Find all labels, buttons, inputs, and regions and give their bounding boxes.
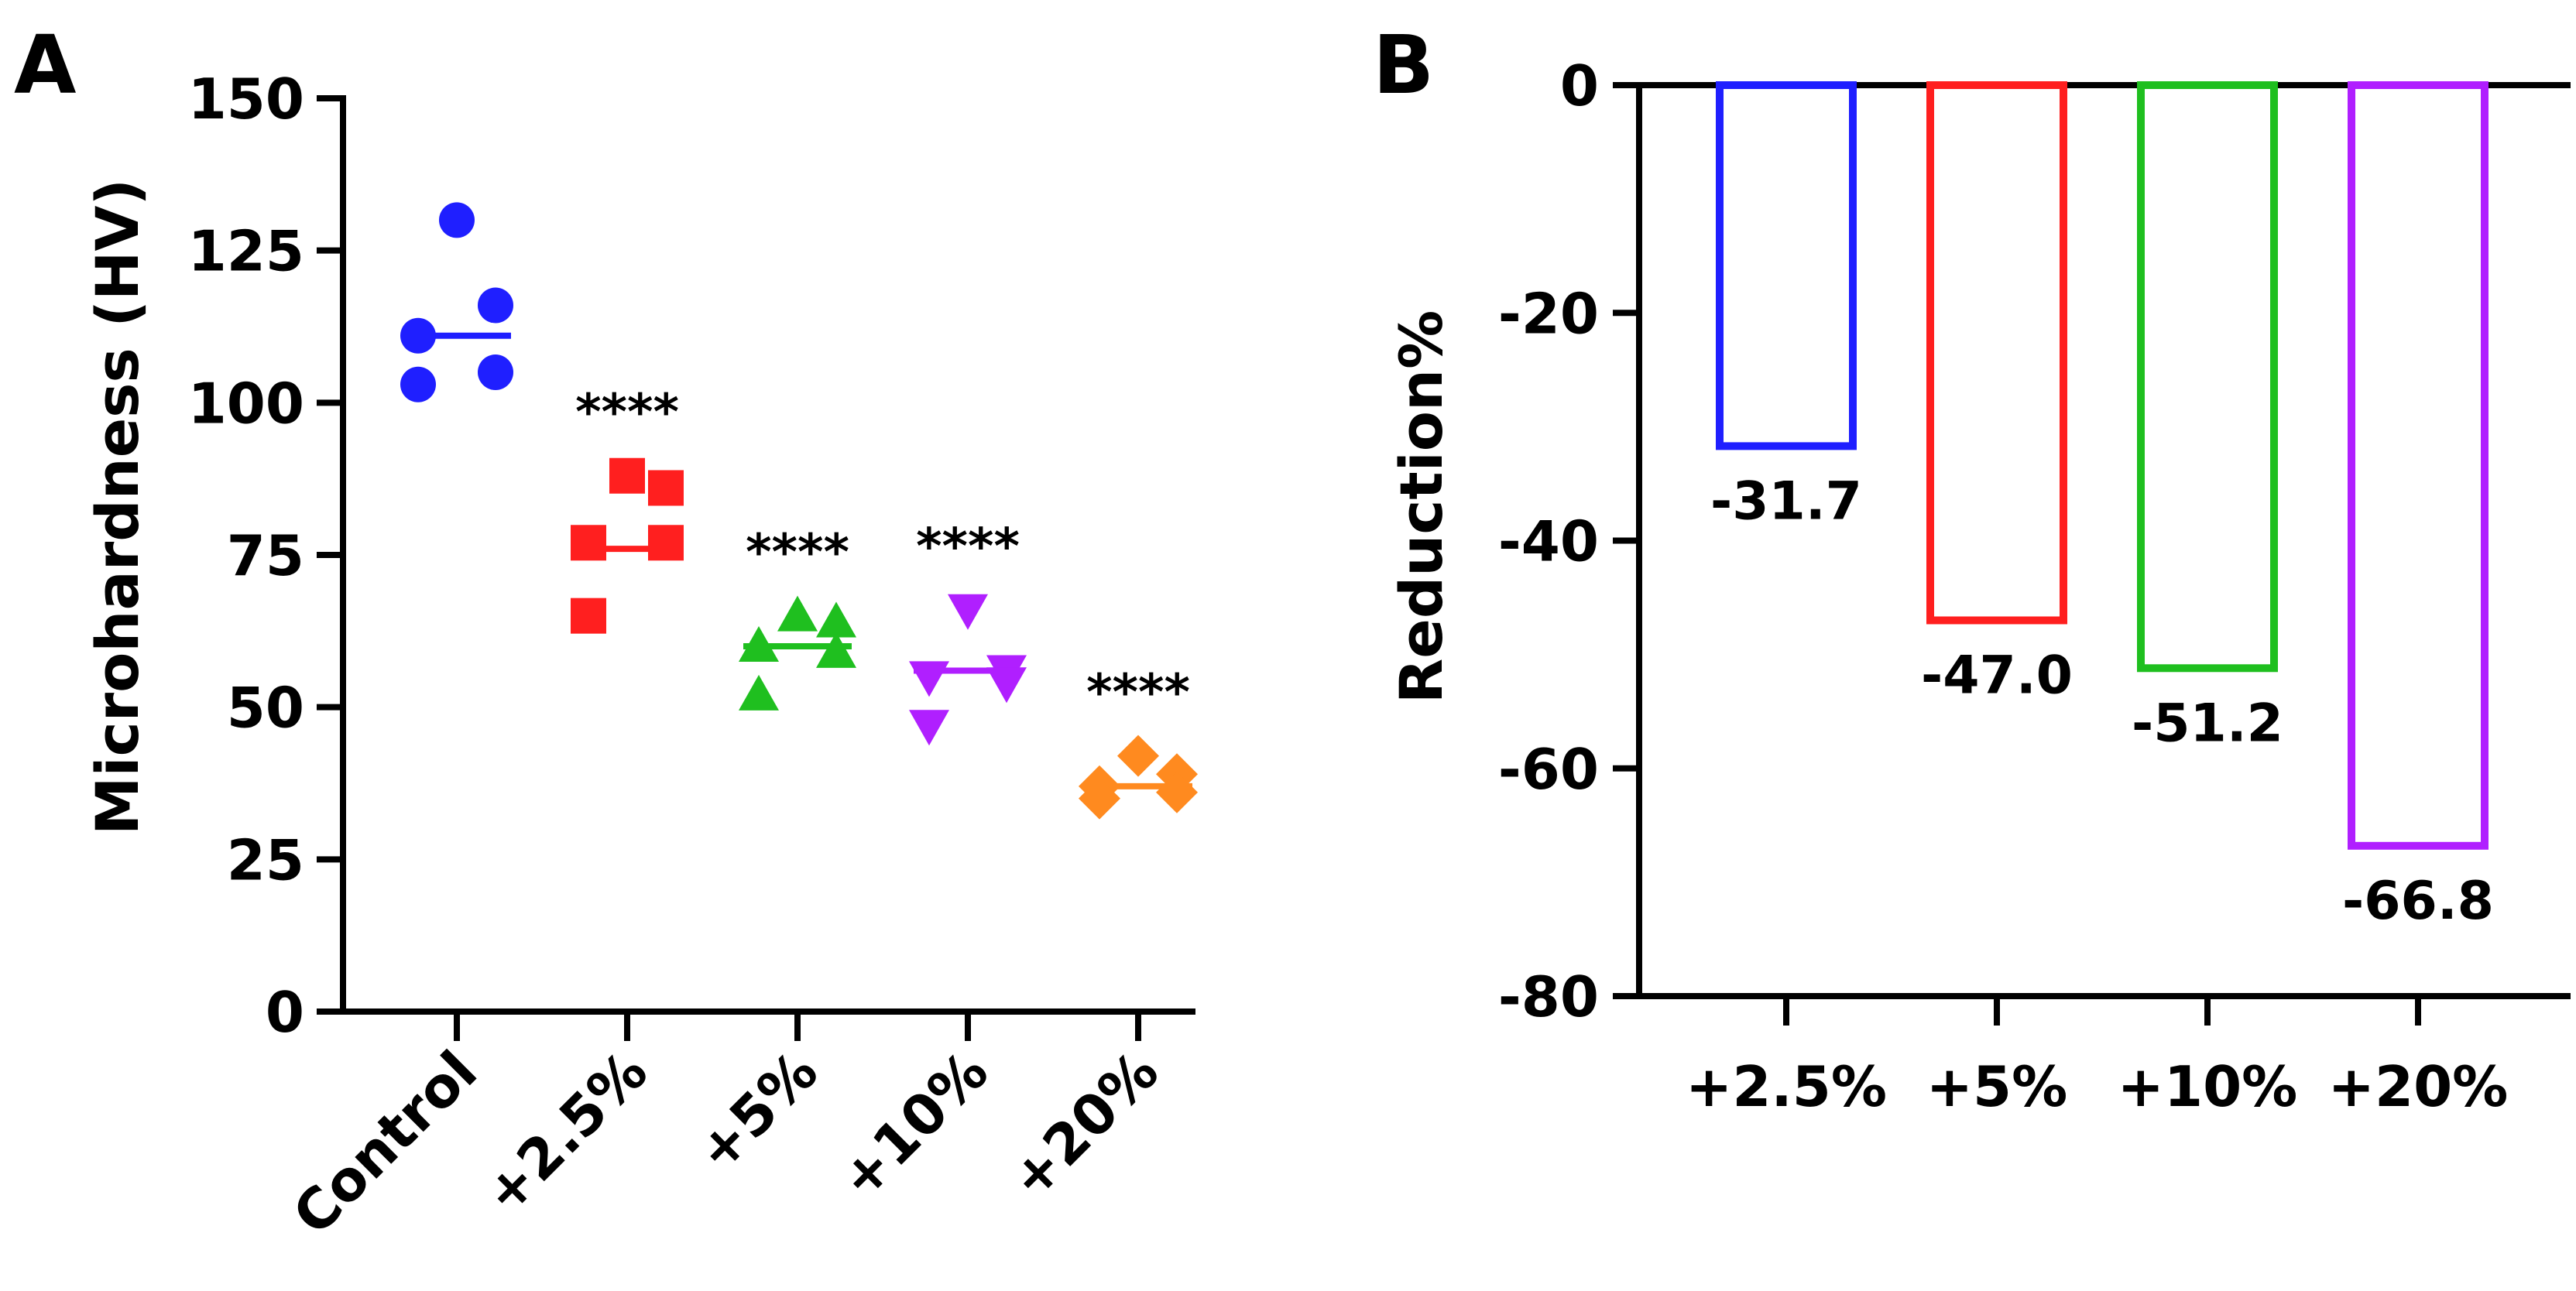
panel-a-y-tick-label: 25 (227, 827, 304, 892)
panel-a-group-0 (400, 202, 513, 402)
panel-a-significance-label: **** (1086, 665, 1190, 722)
panel-a-x-tick-label: Control (280, 1039, 489, 1248)
panel-b-y-tick-label: 0 (1560, 53, 1599, 118)
panel-a-x-tick-label: +20% (997, 1039, 1171, 1212)
panel-a-point (909, 710, 949, 746)
panel-b-y-tick-label: -60 (1498, 737, 1599, 802)
panel-a-point (1117, 735, 1159, 777)
panel-a-point (648, 470, 684, 506)
panel-b-x-tick-label: +5% (1926, 1054, 2068, 1119)
panel-a-group-4: **** (1079, 665, 1198, 820)
panel-a-point (648, 525, 684, 561)
panel-b-y-ticks: 0 -20 -40 -60 -80 (1498, 53, 1639, 1029)
panel-a-group-3: **** (909, 519, 1027, 746)
panel-b-bar (1716, 81, 1857, 450)
panel-b-y-tick-label: -20 (1498, 281, 1599, 346)
panel-b-x-tick-label: +20% (2328, 1054, 2509, 1119)
panel-a-point (816, 632, 856, 668)
panel-a-y-tick-label: 150 (188, 67, 304, 132)
panel-b-bar (2348, 81, 2489, 850)
panel-b-value-label: -31.7 (1710, 471, 1862, 532)
panel-a-group-1: **** (571, 385, 684, 634)
panel-a-x-tick-label: +10% (827, 1039, 1000, 1212)
panel-a-y-axis-label: Microhardness (HV) (83, 179, 152, 835)
panel-b-bar-chart: B Reduction% 0 -20 -40 -60 -80 -31.7 -47.0 -51… (1373, 18, 2571, 1119)
panel-b-label: B (1373, 18, 1434, 112)
panel-b-y-tick-label: -80 (1498, 964, 1599, 1029)
panel-a-y-tick-label: 50 (227, 676, 304, 741)
panel-a-scatter-chart: A Microhardness (HV) 0 25 50 75 100 125 150 Co… (14, 18, 1198, 1247)
panel-a-point (478, 354, 513, 390)
panel-b-value-label: -51.2 (2132, 693, 2283, 754)
panel-a-label: A (14, 18, 77, 112)
panel-a-significance-label: **** (575, 385, 679, 442)
panel-a-point (739, 626, 779, 662)
panel-a-significance-label: **** (916, 519, 1020, 576)
panel-b-y-tick-label: -40 (1498, 509, 1599, 574)
panel-b-y-axis-label: Reduction% (1387, 310, 1456, 704)
panel-a-point (948, 594, 988, 630)
panel-a-point (571, 598, 606, 634)
panel-b-value-label: -66.8 (2342, 871, 2494, 932)
panel-a-point (777, 595, 818, 632)
panel-a-y-ticks: 0 25 50 75 100 125 150 (188, 67, 343, 1045)
panel-a-y-tick-label: 125 (188, 219, 304, 284)
panel-b-x-ticks: +2.5% +5% +10% +20% (1686, 996, 2508, 1119)
panel-a-y-tick-label: 100 (188, 371, 304, 436)
panel-a-point (571, 525, 606, 561)
panel-a-points: **** **** **** **** (400, 202, 1198, 820)
panel-a-point (439, 202, 475, 238)
panel-a-point (1079, 777, 1120, 820)
panel-b-x-tick-label: +10% (2118, 1054, 2298, 1119)
panel-a-point (909, 661, 949, 697)
panel-b-bar (2137, 81, 2278, 673)
panel-a-point (986, 667, 1027, 704)
panel-a-point (1156, 771, 1198, 813)
panel-a-point (739, 674, 779, 711)
panel-b-x-tick-label: +2.5% (1686, 1054, 1887, 1119)
panel-b-bar (1926, 81, 2067, 625)
panel-a-significance-label: **** (746, 525, 849, 582)
panel-b-bars: -31.7 -47.0 -51.2 -66.8 (1710, 81, 2494, 932)
panel-a-point (816, 601, 856, 638)
panel-a-point (478, 287, 513, 324)
panel-a-point (400, 366, 436, 402)
panel-a-group-2: **** (739, 525, 856, 711)
panel-a-x-ticks: Control+2.5% +5%+10%+20% (280, 1012, 1171, 1247)
panel-a-point (609, 457, 645, 494)
panel-a-point (400, 317, 436, 354)
panel-a-x-tick-label: +5% (684, 1039, 830, 1184)
panel-b-value-label: -47.0 (1921, 645, 2073, 706)
panel-a-y-tick-label: 0 (266, 980, 304, 1045)
panel-a-x-tick-label: +2.5% (472, 1039, 660, 1227)
panel-a-y-tick-label: 75 (227, 523, 304, 588)
